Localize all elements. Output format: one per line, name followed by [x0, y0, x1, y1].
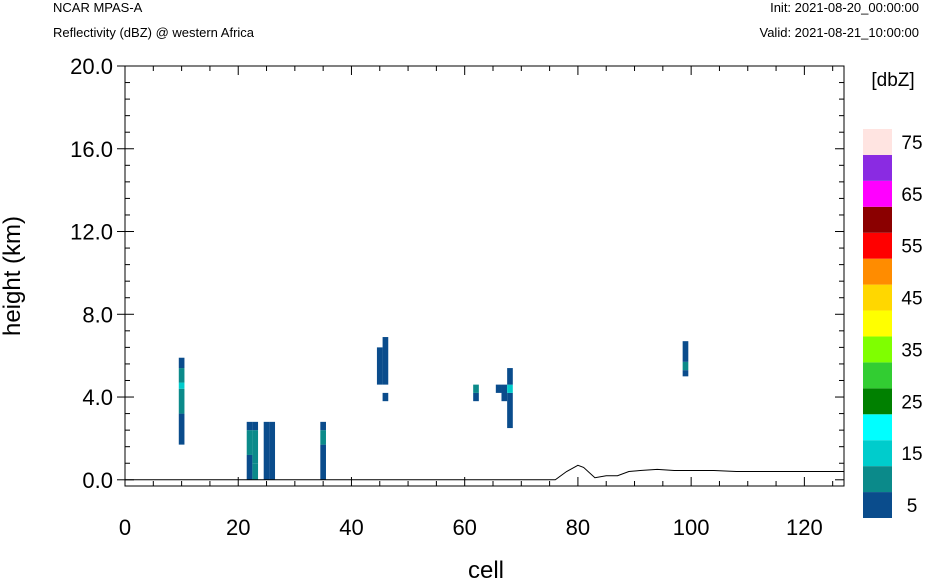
chart-header-model: NCAR MPAS-A: [53, 0, 143, 15]
reflectivity-cell: [320, 430, 326, 445]
reflectivity-cell: [382, 337, 389, 385]
colorbar-label: 75: [901, 133, 922, 154]
x-axis-label: cell: [468, 557, 504, 580]
y-tick-label: 8.0: [82, 302, 113, 327]
colorbar-swatch: [863, 388, 892, 415]
reflectivity-cell: [246, 430, 253, 455]
plot-frame: [124, 65, 845, 487]
reflectivity-cell: [507, 368, 513, 385]
x-tick-label: 40: [339, 515, 363, 540]
reflectivity-cell: [246, 421, 253, 431]
reflectivity-cell: [252, 421, 259, 431]
reflectivity-cell: [507, 392, 513, 429]
colorbar-label: 5: [907, 496, 918, 517]
colorbar-title: [dbZ]: [871, 70, 914, 91]
reflectivity-cell: [376, 347, 383, 385]
y-tick-label: 4.0: [82, 385, 113, 410]
colorbar-swatch: [863, 232, 892, 259]
colorbar-swatch: [863, 440, 892, 467]
y-axis-label: height (km): [0, 216, 26, 336]
reflectivity-cell: [320, 421, 326, 431]
y-tick-label: 20.0: [70, 54, 113, 79]
reflectivity-cell: [246, 454, 253, 480]
chart-header-field: Reflectivity (dBZ) @ western Africa: [53, 25, 255, 40]
colorbar-swatch: [863, 180, 892, 207]
reflectivity-cell: [495, 384, 502, 393]
reflectivity-cell: [682, 370, 689, 377]
colorbar-swatch: [863, 284, 892, 311]
y-tick-label: 0.0: [82, 468, 113, 493]
reflectivity-cell: [263, 421, 270, 480]
reflectivity-cell: [507, 384, 513, 393]
colorbar-label: 35: [901, 340, 922, 361]
reflectivity-cell: [320, 444, 326, 480]
colorbar-swatch: [863, 466, 892, 493]
reflectivity-cell: [473, 392, 479, 402]
colorbar-swatch: [863, 362, 892, 389]
reflectivity-cell: [473, 384, 479, 393]
reflectivity-cell: [382, 392, 389, 402]
colorbar-swatch: [863, 492, 892, 518]
y-tick-label: 12.0: [70, 220, 113, 245]
colorbar-label: 55: [901, 237, 922, 258]
x-tick-label: 0: [119, 515, 131, 540]
x-tick-label: 80: [566, 515, 590, 540]
reflectivity-cell: [269, 421, 276, 480]
x-axis: 0 20 40 60 80 100 120: [119, 66, 834, 540]
colorbar-label: 25: [901, 392, 922, 413]
colorbar-swatch: [863, 414, 892, 441]
reflectivity-cell: [178, 368, 185, 383]
reflectivity-cell: [682, 341, 689, 362]
x-tick-label: 120: [786, 515, 823, 540]
colorbar-swatch: [863, 310, 892, 337]
chart-header-valid: Valid: 2021-08-21_10:00:00: [759, 25, 920, 40]
y-tick-label: 16.0: [70, 137, 113, 162]
x-tick-label: 100: [673, 515, 710, 540]
reflectivity-cell: [252, 430, 259, 464]
terrain-line: [125, 464, 844, 481]
colorbar: 5 15 25 35 45 55 65 75: [863, 129, 923, 518]
reflectivity-cell: [178, 388, 185, 414]
reflectivity-cell: [178, 413, 185, 445]
colorbar-swatch: [863, 154, 892, 181]
chart-header-init: Init: 2021-08-20_00:00:00: [770, 0, 919, 15]
colorbar-label: 15: [901, 444, 922, 465]
reflectivity-cells: [178, 337, 689, 480]
colorbar-label: 45: [901, 289, 922, 310]
colorbar-swatch: [863, 129, 892, 155]
colorbar-swatch: [863, 258, 892, 285]
x-tick-label: 60: [452, 515, 476, 540]
colorbar-swatch: [863, 336, 892, 363]
reflectivity-cell: [501, 384, 508, 402]
y-axis: 0.0 4.0 8.0 12.0 16.0 20.0: [70, 54, 844, 493]
x-tick-label: 20: [226, 515, 250, 540]
reflectivity-cell: [178, 357, 185, 369]
reflectivity-cell: [252, 463, 259, 480]
reflectivity-cell: [682, 361, 689, 371]
reflectivity-cell: [178, 382, 185, 389]
colorbar-label: 65: [901, 185, 922, 206]
colorbar-swatch: [863, 206, 892, 233]
